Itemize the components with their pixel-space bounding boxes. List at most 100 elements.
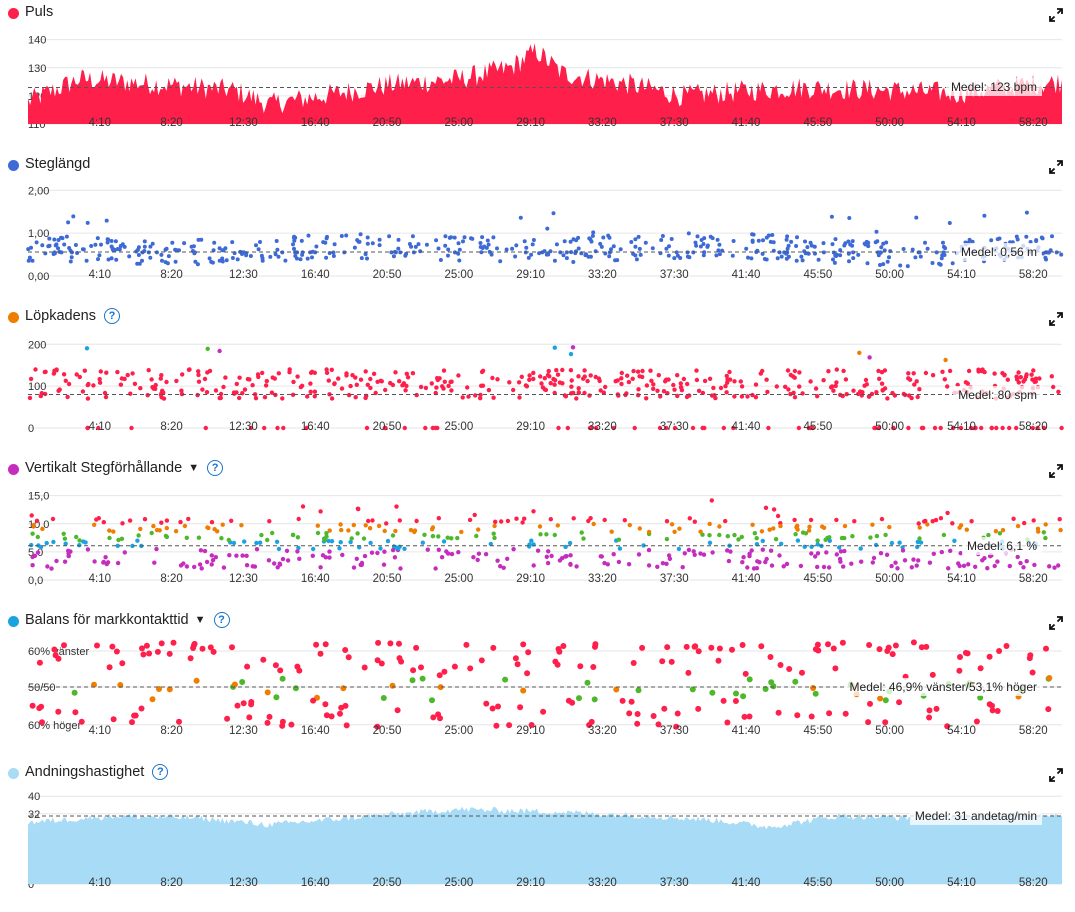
data-point: [958, 551, 963, 556]
data-point: [701, 552, 707, 557]
data-point: [994, 708, 1001, 714]
x-tick-label: 29:10: [516, 117, 545, 129]
data-point: [312, 389, 318, 394]
data-point: [927, 560, 933, 565]
data-point: [116, 537, 121, 543]
data-point: [262, 395, 268, 400]
data-point: [851, 388, 856, 393]
data-point: [356, 239, 361, 244]
data-point: [626, 562, 632, 567]
data-point: [418, 384, 424, 390]
expand-icon[interactable]: [1049, 464, 1063, 478]
data-point: [892, 642, 899, 649]
data-point: [812, 244, 817, 249]
data-point: [970, 239, 975, 244]
data-point: [135, 538, 140, 543]
data-point: [280, 556, 286, 562]
data-point: [850, 534, 855, 539]
data-point: [318, 509, 323, 514]
data-point: [591, 230, 596, 235]
data-point: [193, 259, 198, 264]
x-tick-label: 8:20: [160, 725, 182, 737]
data-point: [516, 380, 522, 385]
x-tick-label: 20:50: [373, 421, 402, 433]
data-point: [199, 566, 204, 571]
data-point: [938, 262, 943, 267]
data-point: [211, 248, 216, 253]
data-point: [846, 239, 851, 244]
data-point: [926, 707, 933, 714]
expand-icon[interactable]: [1049, 8, 1063, 22]
data-point: [205, 346, 210, 351]
data-point: [30, 258, 35, 263]
data-point: [342, 647, 349, 653]
chart-panel-steglangd: Steglängd 2,00 1,00 0,00 4:10 8:20 12:30 16:40 2…: [0, 152, 1075, 304]
data-point: [655, 564, 660, 569]
data-point: [279, 675, 286, 682]
data-point: [389, 682, 396, 689]
data-point: [637, 246, 642, 251]
data-point: [452, 250, 457, 255]
help-icon[interactable]: ?: [207, 460, 224, 476]
data-point: [568, 239, 573, 244]
data-point: [664, 246, 669, 251]
data-point: [1021, 565, 1026, 570]
data-point: [717, 532, 722, 538]
data-point: [242, 387, 248, 392]
data-point: [619, 697, 626, 704]
chart-title-text: Andningshastighet: [25, 764, 145, 780]
data-point: [254, 540, 259, 546]
data-point: [324, 255, 329, 260]
data-point: [412, 529, 417, 535]
data-point: [989, 702, 995, 709]
data-point: [148, 244, 153, 249]
data-point: [588, 718, 595, 725]
data-point: [842, 535, 847, 541]
data-point: [490, 375, 495, 381]
data-point: [299, 238, 304, 243]
data-point: [535, 548, 541, 553]
data-point: [322, 701, 329, 708]
data-point: [808, 517, 814, 523]
data-point: [43, 391, 48, 397]
data-point: [237, 375, 242, 380]
chevron-down-icon[interactable]: ▼: [194, 614, 206, 626]
data-point: [659, 238, 664, 242]
legend-dot: [8, 464, 19, 475]
data-point: [724, 390, 729, 395]
expand-icon[interactable]: [1049, 768, 1063, 782]
data-point: [322, 641, 329, 648]
expand-icon[interactable]: [1049, 312, 1063, 326]
data-point: [186, 516, 191, 522]
data-point: [910, 247, 915, 252]
data-point: [288, 721, 295, 728]
data-point: [794, 712, 801, 719]
expand-icon[interactable]: [1049, 616, 1063, 630]
chart-title[interactable]: Vertikalt Stegförhållande ▼?: [25, 460, 224, 476]
data-point: [1049, 374, 1055, 379]
data-point: [26, 247, 31, 252]
help-icon[interactable]: ?: [152, 764, 169, 780]
expand-icon[interactable]: [1049, 160, 1063, 174]
data-point: [753, 382, 759, 387]
data-point: [764, 235, 769, 240]
x-tick-label: 16:40: [301, 573, 330, 585]
help-icon[interactable]: ?: [213, 612, 230, 628]
data-point: [792, 517, 797, 523]
data-point: [404, 371, 409, 376]
x-tick-label: 50:00: [875, 421, 904, 433]
x-tick-label: 41:40: [732, 725, 761, 737]
data-point: [808, 425, 813, 431]
data-point: [583, 253, 588, 258]
chevron-down-icon[interactable]: ▼: [188, 462, 200, 474]
data-point: [794, 244, 799, 248]
data-point: [581, 536, 586, 541]
help-icon[interactable]: ?: [103, 308, 120, 324]
data-point: [579, 530, 584, 535]
data-point: [531, 370, 536, 376]
chart-title[interactable]: Balans för markkontakttid ▼?: [25, 612, 230, 628]
data-point: [484, 245, 489, 250]
data-point: [531, 238, 536, 242]
data-point: [247, 377, 252, 382]
data-point: [270, 530, 275, 536]
